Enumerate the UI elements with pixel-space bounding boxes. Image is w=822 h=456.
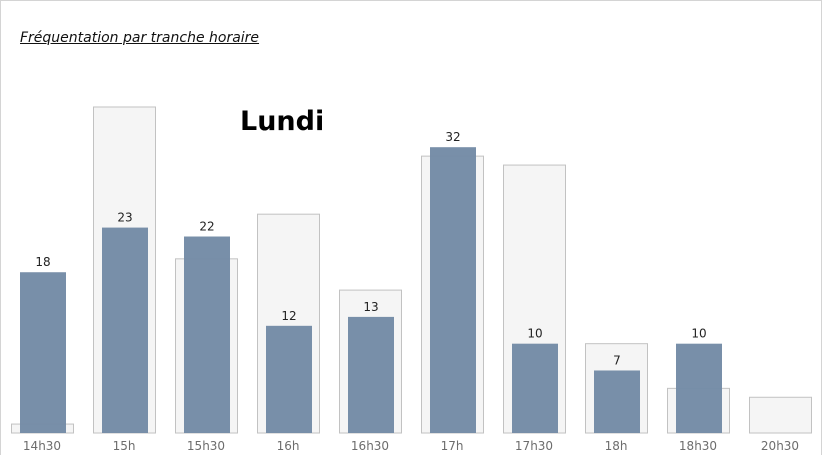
x-tick-label-20h30: 20h30 xyxy=(761,439,799,453)
bar-value-label-17h: 32 xyxy=(445,130,460,144)
x-tick-label-15h30: 15h30 xyxy=(187,439,225,453)
bar-value-label-17h30: 10 xyxy=(527,327,542,341)
x-tick-label-18h: 18h xyxy=(605,439,628,453)
bar-15h30 xyxy=(184,236,230,433)
x-tick-label-15h: 15h xyxy=(113,439,136,453)
bar-value-label-16h: 12 xyxy=(281,309,296,323)
x-tick-label-17h30: 17h30 xyxy=(515,439,553,453)
x-tick-label-14h30: 14h30 xyxy=(23,439,61,453)
chart-title: Fréquentation par tranche horaire xyxy=(20,30,260,46)
bar-17h xyxy=(430,147,476,434)
bar-value-label-18h: 7 xyxy=(613,353,621,367)
x-tick-label-18h30: 18h30 xyxy=(679,439,717,453)
bar-value-label-15h: 23 xyxy=(117,211,132,225)
bar-value-label-14h30: 18 xyxy=(35,255,50,269)
bar-15h xyxy=(102,227,148,433)
x-tick-label-16h30: 16h30 xyxy=(351,439,389,453)
bar-18h xyxy=(594,370,640,433)
bar-value-label-16h30: 13 xyxy=(363,300,378,314)
bar-16h30 xyxy=(348,316,394,433)
bar-value-label-18h30: 10 xyxy=(691,327,706,341)
bar-16h xyxy=(266,325,312,433)
bar-value-label-15h30: 22 xyxy=(199,220,214,234)
x-tick-label-16h: 16h xyxy=(277,439,300,453)
day-annotation: Lundi xyxy=(240,106,325,137)
bar-secondary-20h30 xyxy=(749,396,812,434)
bar-14h30 xyxy=(20,272,66,433)
x-tick-label-17h: 17h xyxy=(441,439,464,453)
bar-18h30 xyxy=(676,343,722,433)
bar-17h30 xyxy=(512,343,558,433)
